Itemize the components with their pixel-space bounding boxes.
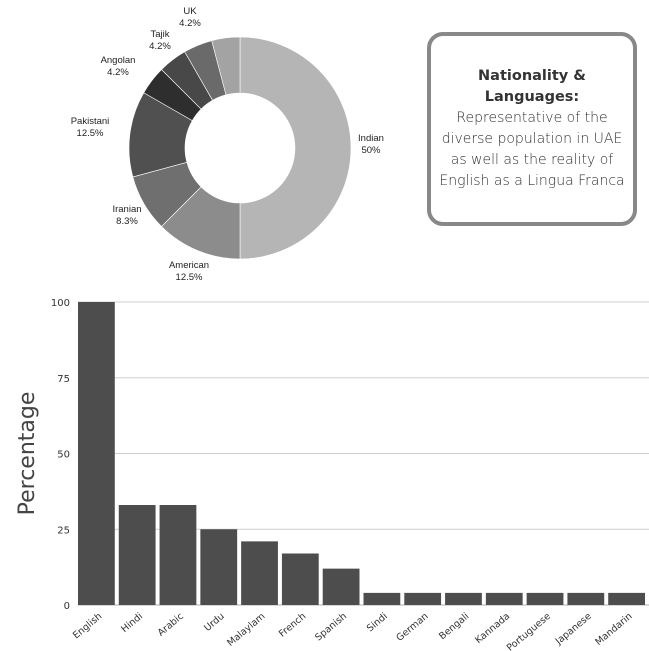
pie-label-pakistani: Pakistani (71, 116, 110, 127)
x-tick-label-french: French (277, 611, 308, 640)
nationality-languages-callout: Nationality & Languages: Representative … (427, 32, 637, 226)
y-tick-label-50: 50 (57, 450, 70, 461)
nationality-donut-chart: Indian50%American12.5%Iranian8.3%Pakista… (71, 6, 384, 283)
y-tick-label-75: 75 (57, 374, 70, 385)
x-tick-label-mandarin: Mandarin (593, 611, 634, 648)
pie-label-american: American (169, 260, 209, 271)
pie-slice-unlabeled (211, 36, 241, 96)
bar-urdu (200, 529, 238, 605)
pie-label-tajik: Tajik (150, 29, 169, 40)
callout-title: Nationality & Languages: (478, 68, 586, 105)
x-tick-label-japanese: Japanese (553, 611, 594, 648)
bar-french (281, 553, 319, 605)
bar-kannada (485, 592, 523, 605)
bar-english (78, 302, 115, 605)
y-axis-label: Percentage (15, 392, 40, 516)
bar-portuguese (526, 592, 564, 605)
languages-bar-chart: 0 25 50 75 100 Percentage English Hindi Arabic Ur… (15, 298, 649, 651)
callout-body: Representative of the diverse population… (439, 110, 625, 189)
x-tick-label-english: English (71, 611, 104, 641)
x-tick-label-hindi: Hindi (119, 611, 145, 635)
y-tick-label-100: 100 (51, 298, 70, 309)
bar-bengali (445, 592, 482, 605)
x-tick-label-portuguese: Portuguese (505, 611, 553, 651)
bar-german (404, 592, 442, 605)
x-tick-label-sindi: Sindi (365, 611, 390, 634)
pie-value-label-angolan: 4.2% (107, 67, 129, 78)
bar-sindi (363, 592, 401, 605)
pie-value-label-indian: 50% (361, 145, 381, 156)
y-tick-label-25: 25 (57, 525, 70, 536)
pie-label-angolan: Angolan (101, 55, 136, 66)
bar-hindi (118, 505, 156, 605)
bar-malaylam (241, 541, 278, 605)
pie-value-label-tajik: 4.2% (149, 41, 171, 52)
pie-slice-indian (239, 36, 352, 260)
x-tick-label-urdu: Urdu (202, 611, 226, 634)
bar-mandarin (608, 592, 645, 605)
x-tick-label-arabic: Arabic (156, 611, 186, 639)
x-tick-label-spanish: Spanish (313, 611, 349, 644)
x-tick-label-malaylam: Malaylam (225, 611, 267, 649)
pie-label-indian: Indian (358, 133, 384, 144)
x-tick-label-kannada: Kannada (473, 611, 512, 646)
y-tick-label-0: 0 (64, 601, 70, 612)
pie-value-label-american: 12.5% (176, 272, 203, 283)
pie-label-uk: UK (183, 6, 197, 17)
pie-label-iranian: Iranian (112, 204, 141, 215)
pie-value-label-uk: 4.2% (179, 18, 201, 29)
bar-spanish (322, 568, 360, 605)
x-tick-label-bengali: Bengali (437, 611, 471, 642)
x-tick-label-german: German (394, 611, 430, 644)
pie-value-label-pakistani: 12.5% (77, 128, 104, 139)
bar-japanese (567, 592, 605, 605)
bar-arabic (159, 505, 197, 605)
pie-value-label-iranian: 8.3% (116, 216, 138, 227)
